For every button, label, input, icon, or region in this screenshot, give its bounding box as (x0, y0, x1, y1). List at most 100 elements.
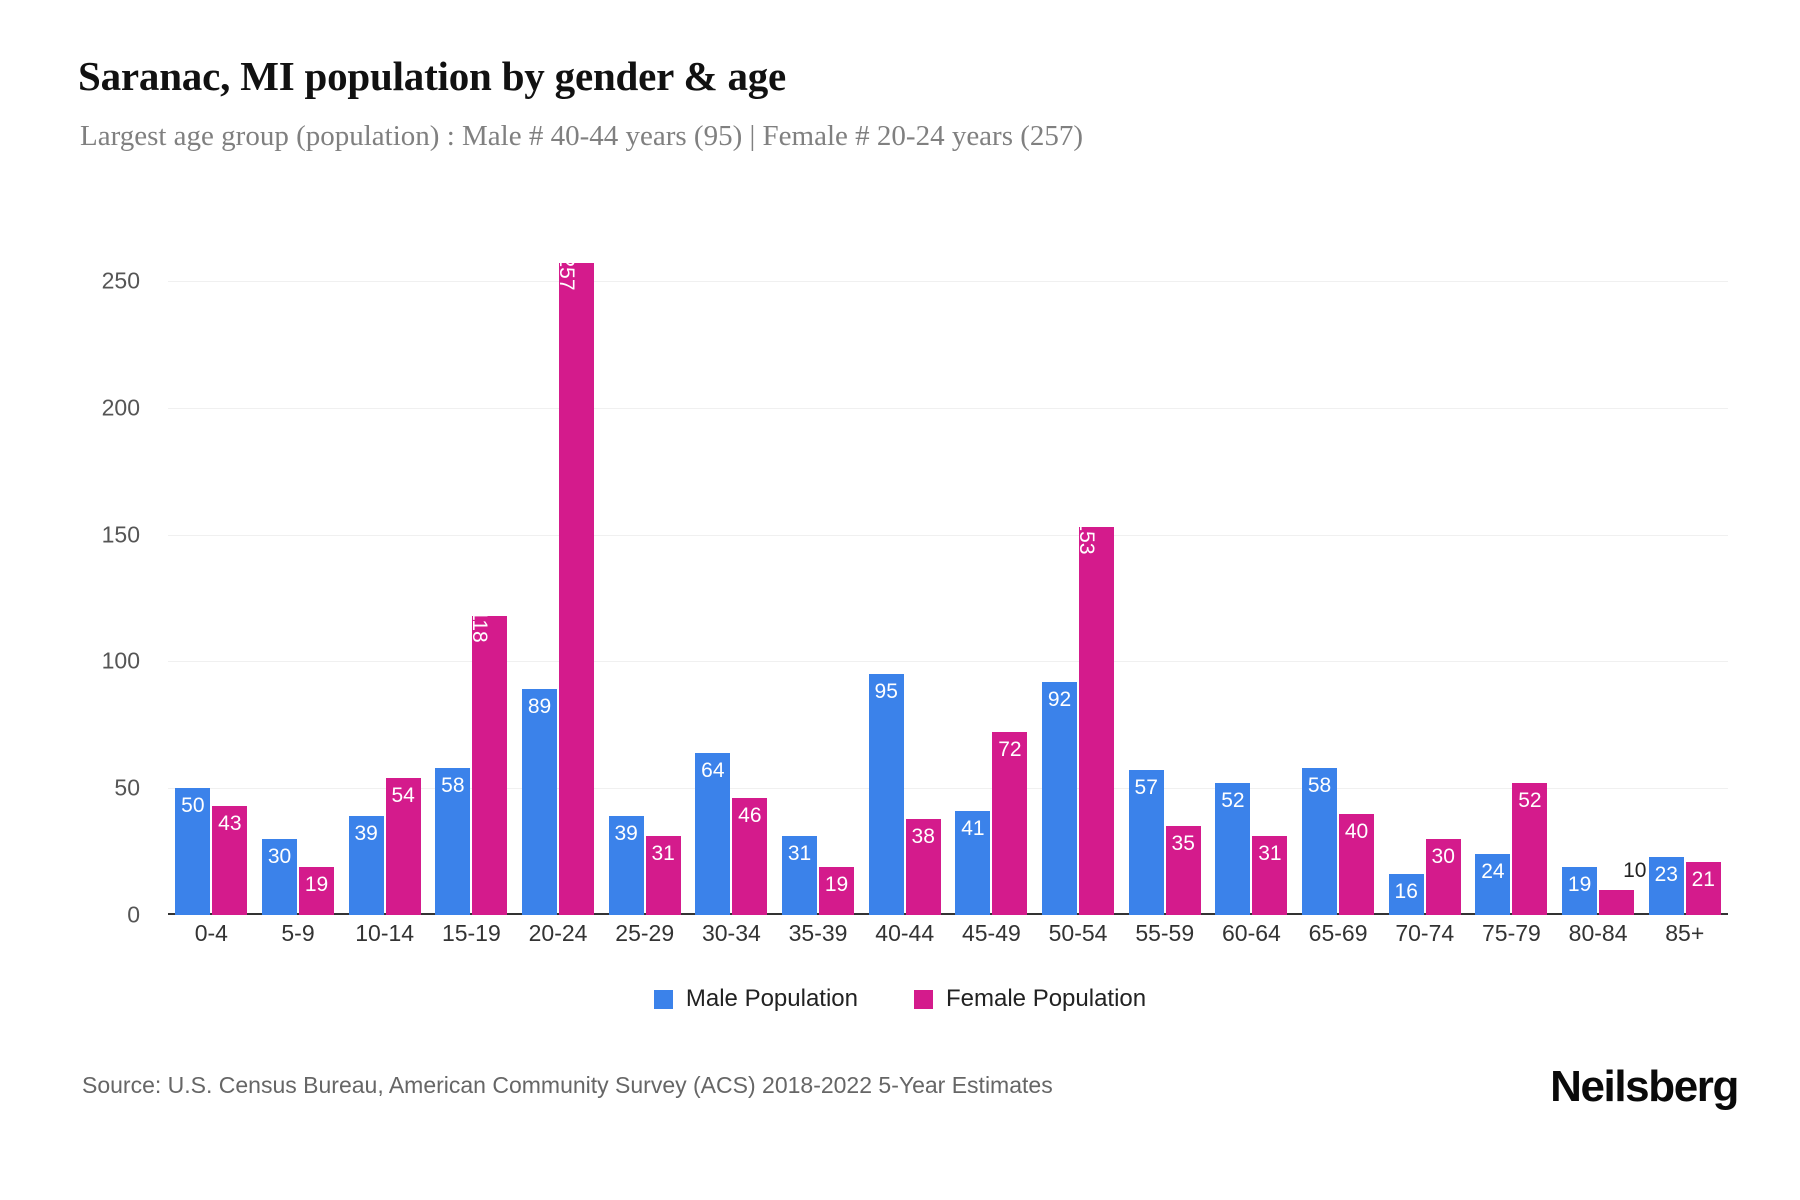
bar-female[interactable]: 21 (1685, 861, 1721, 915)
bar-value-label: 57 (1134, 776, 1158, 800)
x-axis-tick-label: 65-69 (1308, 920, 1368, 946)
bar-male[interactable]: 52 (1215, 783, 1251, 915)
bar-value-label: 31 (787, 842, 812, 866)
bar-group: 23 21 (1641, 243, 1728, 915)
x-axis-tick-label: 15-19 (441, 920, 501, 946)
legend-label: Female Population (946, 985, 1147, 1012)
bar-male[interactable]: 16 (1388, 874, 1424, 915)
bar-group: 95 38 (861, 243, 948, 915)
x-axis-tick-label: 30-34 (701, 920, 761, 946)
bar-male[interactable]: 30 (262, 838, 297, 915)
bar-female[interactable]: 31 (645, 836, 681, 915)
chart-subtitle: Largest age group (population) : Male # … (80, 120, 1084, 152)
bar-value-label: 58 (1307, 773, 1332, 797)
x-axis-tick-label: 60-64 (1221, 920, 1281, 946)
bar-male[interactable]: 58 (435, 767, 471, 915)
bar-female[interactable]: 40 (1339, 813, 1375, 915)
bar-female[interactable]: 118 (468, 609, 508, 915)
bar-male[interactable]: 89 (522, 689, 558, 915)
bar-female[interactable]: 31 (1252, 836, 1288, 915)
bar-male[interactable]: 19 (1562, 866, 1598, 915)
page-title: Saranac, MI population by gender & age (78, 53, 787, 99)
x-axis-tick-label: 10-14 (355, 920, 415, 946)
bar-value-label: 72 (998, 738, 1022, 762)
bar-value-label: 10 (1623, 858, 1647, 882)
bar-group: 92 153 (1035, 243, 1122, 915)
bar-female[interactable]: 72 (992, 732, 1028, 915)
bar-female[interactable]: 46 (732, 798, 768, 915)
bar-female[interactable]: 19 (819, 866, 855, 915)
bar-value-label: 95 (874, 680, 898, 704)
bar-male[interactable]: 41 (955, 811, 991, 915)
bar-group: 39 31 (601, 243, 688, 915)
bar-female[interactable]: 19 (299, 866, 334, 915)
bar-male[interactable]: 58 (1302, 767, 1338, 915)
bar-female[interactable]: 30 (1425, 838, 1461, 915)
bar-value-label: 43 (218, 811, 242, 835)
gridline (168, 788, 1728, 790)
bar-female[interactable]: 257 (555, 256, 595, 915)
bar-group: 89 257 (515, 243, 602, 915)
legend-swatch-icon (914, 989, 933, 1009)
bar-female[interactable]: 43 (212, 805, 248, 915)
bar-female[interactable]: 38 (905, 818, 941, 915)
gridline (168, 661, 1728, 663)
bar-value-label: 30 (267, 844, 292, 868)
bar-value-label: 19 (1567, 872, 1592, 896)
y-axis-tick-label: 150 (101, 521, 140, 548)
bar-value-label: 23 (1654, 862, 1678, 886)
bar-value-label: 30 (1431, 844, 1455, 868)
legend-swatch-icon (653, 989, 673, 1009)
x-axis-tick-label: 0-4 (194, 920, 228, 946)
bar-male[interactable]: 24 (1475, 854, 1511, 915)
bar-male[interactable]: 31 (782, 836, 818, 915)
bar-male[interactable]: 95 (868, 674, 904, 915)
plot-area: 50 43 30 19 39 54 58 118 89 257 39 31 64 46 31 19 95 38 41… (168, 243, 1728, 915)
x-axis-tick-label: 5-9 (281, 920, 315, 946)
bar-group: 57 35 (1121, 243, 1208, 915)
x-axis-tick-label: 70-74 (1395, 920, 1455, 946)
x-axis-labels: 0-4 5-9 10-14 15-19 20-24 25-29 30-34 35-39 40-4… (168, 920, 1728, 947)
bar-male[interactable]: 50 (175, 788, 211, 915)
x-axis-tick-label: 45-49 (961, 920, 1021, 946)
bar-male[interactable]: 92 (1042, 681, 1078, 915)
legend-item-female[interactable]: Female Population (914, 985, 1146, 1013)
bar-male[interactable]: 64 (695, 752, 731, 915)
bar-value-label: 89 (527, 695, 552, 719)
bar-value-label: 40 (1344, 819, 1369, 843)
bar-male[interactable]: 23 (1648, 856, 1684, 915)
bar-value-label: 38 (911, 824, 935, 848)
bar-female[interactable]: 52 (1512, 783, 1548, 915)
bar-female[interactable]: 10 (1599, 860, 1646, 915)
bar-value-label: 31 (651, 842, 675, 866)
bar-value-label: 35 (1171, 832, 1195, 856)
x-axis-tick-label: 85+ (1665, 920, 1705, 946)
bar-value-label: 92 (1047, 687, 1072, 711)
y-axis-tick-label: 50 (114, 774, 140, 801)
bar-female[interactable]: 54 (385, 778, 421, 915)
bar-male[interactable]: 39 (608, 816, 644, 915)
bar-male[interactable]: 39 (348, 816, 384, 915)
source-note: Source: U.S. Census Bureau, American Com… (82, 1072, 1053, 1098)
bar-value-label: 41 (961, 817, 985, 841)
x-axis-tick-label: 20-24 (528, 920, 588, 946)
bar-value-label: 24 (1481, 860, 1505, 884)
bar-female[interactable]: 35 (1165, 826, 1201, 915)
y-axis-tick-label: 250 (101, 267, 140, 294)
bar-value-label: 39 (614, 822, 638, 846)
bar-value-label: 39 (354, 822, 378, 846)
bar-value-label: 50 (181, 794, 205, 818)
bar-male[interactable]: 57 (1128, 770, 1164, 915)
bar-value-label: 64 (701, 758, 725, 782)
bar-group: 58 118 (428, 243, 515, 915)
gridline (168, 534, 1728, 536)
bar-female[interactable]: 153 (1075, 519, 1115, 915)
bar-group: 16 30 (1381, 243, 1468, 915)
bar-group: 64 46 (688, 243, 775, 915)
y-axis-tick-label: 100 (101, 647, 140, 674)
x-axis-tick-label: 25-29 (615, 920, 675, 946)
bar-group: 52 31 (1208, 243, 1295, 915)
legend-item-male[interactable]: Male Population (653, 985, 858, 1013)
bar-group: 19 10 (1555, 243, 1646, 915)
